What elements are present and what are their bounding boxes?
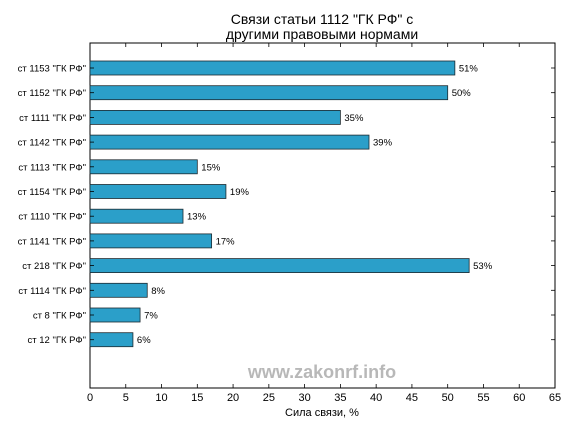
category-labels-group: ст 1153 "ГК РФ" ст 1152 "ГК РФ" ст 1111 "Г… [18,64,86,347]
x-tick-label: 0 [87,392,93,404]
bar [89,208,184,224]
category-label: ст 1113 "ГК РФ" [18,162,86,173]
value-label: 50% [452,88,472,99]
x-tick-label: 25 [263,392,275,404]
category-label: ст 1114 "ГК РФ" [18,286,86,297]
category-label: ст 1141 "ГК РФ" [18,236,86,247]
category-label: ст 8 "ГК РФ" [33,311,86,322]
bar [89,60,456,76]
x-tick-label: 5 [123,392,129,404]
value-label: 19% [230,187,250,198]
x-tick-label: 10 [155,392,167,404]
value-labels-group: 51% 50% 35% 39% 15% 19% 13% 17% 53% 8% 7% 6% [137,64,493,347]
bars-group [89,60,470,348]
x-tick-label: 15 [191,392,203,404]
value-label: 15% [201,162,221,173]
x-tick-label: 50 [442,392,454,404]
x-tick-label: 45 [406,392,418,404]
value-label: 7% [144,311,158,322]
value-label: 17% [216,236,236,247]
bar [89,184,227,199]
x-tick-label: 40 [370,392,382,404]
bar [89,282,148,298]
bar [89,233,213,249]
bar [89,110,341,125]
x-tick-label: 60 [513,392,525,404]
value-label: 39% [373,138,393,149]
category-label: ст 1152 "ГК РФ" [18,88,86,99]
value-label: 6% [137,335,151,346]
category-label: ст 1154 "ГК РФ" [18,187,86,198]
bar [89,307,141,323]
x-tick-label: 30 [298,392,310,404]
x-tick-label: 55 [477,392,489,404]
value-label: 8% [151,286,165,297]
bar [89,85,449,101]
value-label: 13% [187,212,207,223]
bar [89,134,370,150]
value-label: 53% [473,261,493,272]
y-axis-ticks-group [90,67,555,341]
category-label: ст 1110 "ГК РФ" [18,212,86,223]
category-label: ст 218 "ГК РФ" [22,261,86,272]
chart-title-line-1: Связи статьи 1112 "ГК РФ" с [231,11,414,27]
category-label: ст 12 "ГК РФ" [28,335,86,346]
bar [89,258,470,274]
chart-title-line-2: другими правовыми нормами [226,26,418,42]
value-label: 35% [344,113,364,124]
category-label: ст 1111 "ГК РФ" [19,113,86,124]
x-tick-label: 65 [549,392,561,404]
x-axis-ticks-group: 0 5 10 15 20 25 30 35 40 45 50 55 60 65 [87,43,561,404]
category-label: ст 1142 "ГК РФ" [18,138,86,149]
x-axis-label: Сила связи, % [285,407,359,419]
bar [89,332,134,348]
value-label: 51% [459,64,479,75]
x-tick-label: 35 [334,392,346,404]
bar [89,159,198,175]
x-tick-label: 20 [227,392,239,404]
chart-title: Связи статьи 1112 "ГК РФ" с другими прав… [226,11,418,42]
category-label: ст 1153 "ГК РФ" [18,64,86,75]
watermark: www.zakonrf.info [247,362,396,382]
